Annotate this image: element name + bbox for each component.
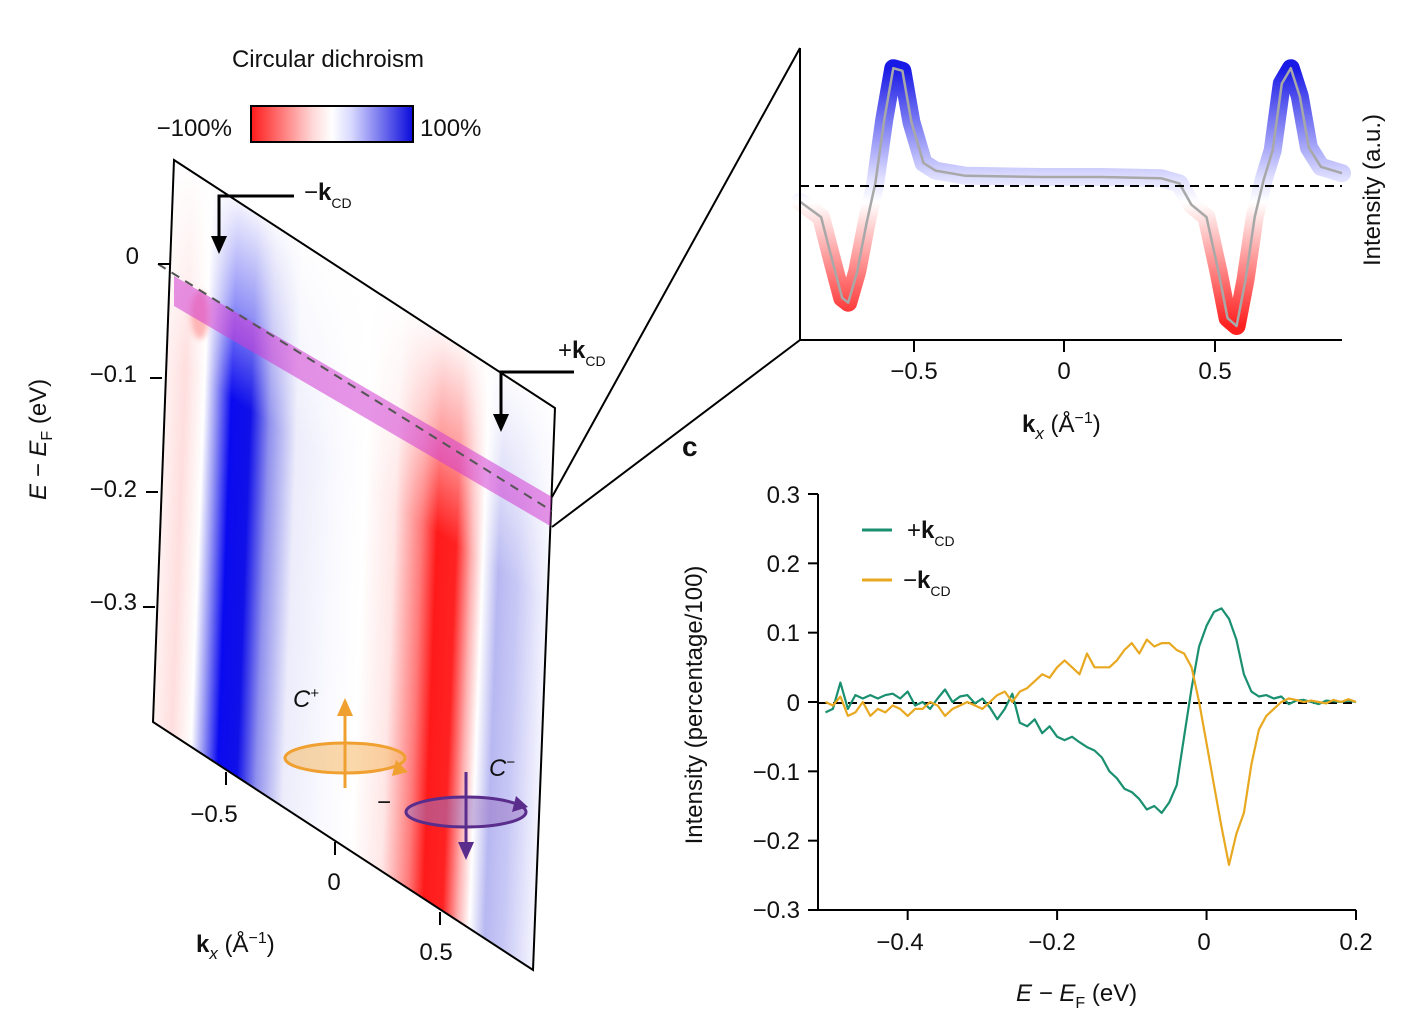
panel-c: c 0.3 0.2 0.1 0 −0.1 −0.2 −0.3 −0.4 −0.2… bbox=[681, 431, 1373, 1012]
panel-a-x-tick: −0.5 bbox=[190, 801, 237, 828]
panel-a-y-tick: −0.3 bbox=[90, 589, 137, 616]
c-plus-label: C+ bbox=[293, 685, 319, 713]
panel-c-y-tick: 0.3 bbox=[767, 482, 800, 509]
colorbar-max-label: 100% bbox=[420, 115, 481, 142]
c-plus-light-icon: C+ bbox=[283, 685, 408, 788]
panel-b-x-label: kx (Å−1) bbox=[1022, 410, 1101, 443]
panel-c-x-tick: −0.4 bbox=[876, 929, 923, 956]
panel-a-x-tick: 0.5 bbox=[419, 939, 452, 966]
panel-a-y-tick: 0 bbox=[126, 243, 139, 270]
heatmap-image bbox=[153, 160, 555, 970]
panel-a-y-label: E − EF (eV) bbox=[25, 379, 56, 500]
series-minus-k-cd-line bbox=[825, 638, 1357, 866]
panel-b: −0.5 0 0.5 kx (Å−1) Intensity (a.u.) bbox=[791, 48, 1386, 443]
panel-c-y-tick: 0 bbox=[787, 690, 800, 717]
panel-b-x-tick: 0 bbox=[1057, 358, 1070, 385]
panel-a-y-tick: −0.2 bbox=[90, 476, 137, 503]
panel-c-letter: c bbox=[682, 431, 698, 462]
panel-b-curve bbox=[791, 59, 1351, 335]
zoom-connectors bbox=[551, 47, 801, 528]
panel-c-x-label: E − EF (eV) bbox=[1016, 980, 1137, 1012]
panel-a-y-axis: 0 −0.1 −0.2 −0.3 E − EF (eV) bbox=[25, 243, 170, 616]
c-minus-light-icon: C− − bbox=[377, 754, 528, 860]
colorbar: Circular dichroism −100% 100% bbox=[157, 46, 481, 143]
panel-a: 0 −0.1 −0.2 −0.3 E − EF (eV) −0.5 0 0.5 … bbox=[25, 158, 606, 972]
c-minus-sign: − bbox=[377, 789, 391, 816]
series-plus-k-cd-line bbox=[825, 607, 1357, 814]
heatmap-frame bbox=[151, 158, 557, 972]
plus-k-cd-label: +kCD bbox=[558, 337, 606, 369]
panel-c-x-tick: 0.2 bbox=[1339, 929, 1372, 956]
panel-a-x-tick: 0 bbox=[327, 869, 340, 896]
panel-a-x-axis: −0.5 0 0.5 kx (Å−1) bbox=[190, 772, 453, 966]
colorbar-min-label: −100% bbox=[157, 115, 232, 142]
fermi-dashed-line bbox=[157, 263, 553, 512]
minus-k-cd-label: −kCD bbox=[304, 179, 352, 211]
panel-c-y-tick: −0.3 bbox=[753, 897, 800, 924]
panel-b-x-tick: 0.5 bbox=[1198, 358, 1231, 385]
minus-k-cd-marker: −kCD bbox=[211, 179, 352, 254]
panel-b-intensity-line bbox=[799, 66, 1343, 328]
panel-c-legend: +kCD −kCD bbox=[862, 517, 955, 599]
legend-label-plus-k: +kCD bbox=[907, 517, 955, 549]
panel-a-y-tick: −0.1 bbox=[90, 361, 137, 388]
panel-c-ticks bbox=[808, 493, 1357, 920]
panel-c-y-tick: −0.2 bbox=[753, 828, 800, 855]
panel-c-y-label: Intensity (percentage/100) bbox=[681, 566, 708, 845]
panel-c-y-tick: 0.2 bbox=[767, 551, 800, 578]
colorbar-gradient bbox=[250, 105, 414, 143]
panel-c-y-tick: −0.1 bbox=[753, 759, 800, 786]
panel-c-series bbox=[825, 607, 1357, 866]
panel-a-x-label: kx (Å−1) bbox=[196, 930, 275, 963]
plus-k-cd-marker: +kCD bbox=[493, 337, 606, 432]
legend-label-minus-k: −kCD bbox=[903, 567, 951, 599]
panel-b-y-label: Intensity (a.u.) bbox=[1359, 114, 1386, 266]
panel-c-y-tick: 0.1 bbox=[767, 620, 800, 647]
fermi-highlight-band bbox=[174, 276, 552, 527]
panel-c-x-tick: 0 bbox=[1197, 929, 1210, 956]
colorbar-title: Circular dichroism bbox=[232, 46, 424, 73]
panel-c-x-tick: −0.2 bbox=[1028, 929, 1075, 956]
c-minus-label: C− bbox=[489, 754, 515, 782]
panel-b-x-tick: −0.5 bbox=[890, 358, 937, 385]
